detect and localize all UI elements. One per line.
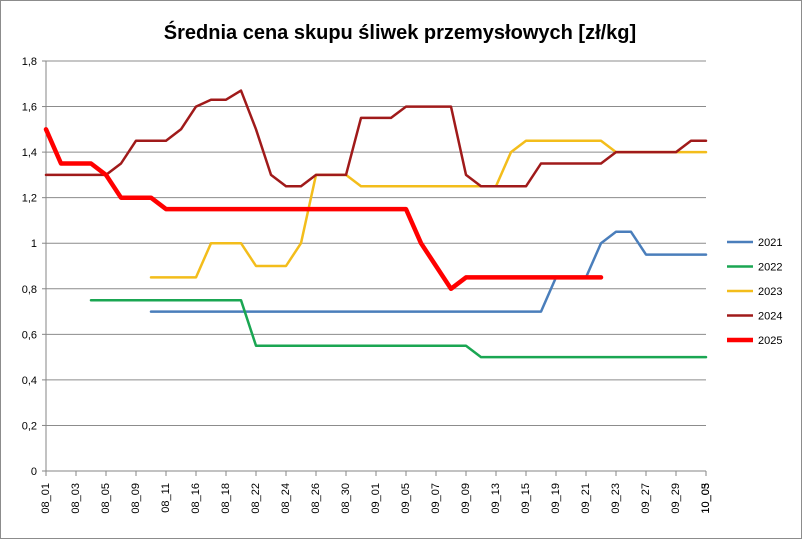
- chart-title: Średnia cena skupu śliwek przemysłowych …: [164, 20, 636, 44]
- y-tick-label: 0,2: [22, 420, 37, 432]
- x-tick-label: 09_15: [520, 483, 532, 514]
- x-tick-label: 09_01: [370, 483, 382, 514]
- legend: 2021 2022 2023 2024 2025: [727, 237, 782, 347]
- legend-label: 2024: [758, 311, 782, 323]
- y-axis: 0 0,2 0,4 0,6 0,8 1 1,2 1,4 1,6 1,8: [22, 56, 47, 478]
- y-tick-label: 0,6: [22, 329, 37, 341]
- legend-label: 2022: [758, 262, 782, 274]
- series-line-2022: [89, 298, 708, 359]
- x-tick-label: 08_09: [130, 483, 142, 514]
- x-tick-label: 08_05: [100, 483, 112, 514]
- x-tick-label: 09_29: [670, 483, 682, 514]
- x-tick-label: 08_16: [190, 483, 202, 514]
- x-tick-label: 08_26: [310, 483, 322, 514]
- x-tick-label: 09_27: [640, 483, 652, 514]
- x-tick-label: 08_18: [220, 483, 232, 514]
- series-line-2024: [44, 89, 708, 188]
- y-tick-label: 0: [31, 466, 37, 478]
- x-tick-label: 08_03: [70, 483, 82, 514]
- x-tick-label: 08_01: [40, 483, 52, 514]
- series-line-2025: [43, 127, 604, 292]
- y-tick-label: 1,8: [22, 56, 37, 68]
- legend-label: 2023: [758, 286, 782, 298]
- x-tick-label: 09_21: [580, 483, 592, 514]
- x-tick-label: 10_05: [700, 483, 712, 514]
- y-tick-label: 0,4: [22, 375, 37, 387]
- legend-label: 2025: [758, 335, 782, 347]
- x-tick-label: 09_09: [460, 483, 472, 514]
- legend-label: 2021: [758, 237, 782, 249]
- x-tick-label: 09_05: [400, 483, 412, 514]
- x-tick-label: 08_24: [280, 483, 292, 514]
- x-tick-label: 08_11: [160, 483, 172, 513]
- x-tick-label: 08_30: [340, 483, 352, 514]
- series-lines: [43, 89, 708, 359]
- x-axis: 08_01 08_03 08_05 08_09 08_11 08_16 08_18 08_22…: [40, 471, 712, 514]
- gridlines: [46, 60, 706, 472]
- x-tick-label: 09_07: [430, 483, 442, 514]
- y-tick-label: 1,2: [22, 193, 37, 205]
- y-tick-label: 1: [31, 238, 37, 250]
- x-tick-label: 08_22: [250, 483, 262, 514]
- x-tick-label: 09_19: [550, 483, 562, 514]
- series-line-2023: [149, 139, 708, 279]
- y-tick-label: 1,4: [22, 147, 37, 159]
- x-tick-label: 09_13: [490, 483, 502, 514]
- x-tick-label: 10_03: [700, 483, 712, 514]
- x-tick-label: 09_23: [610, 483, 622, 514]
- y-tick-label: 1,6: [22, 102, 37, 114]
- y-tick-label: 0,8: [22, 284, 37, 296]
